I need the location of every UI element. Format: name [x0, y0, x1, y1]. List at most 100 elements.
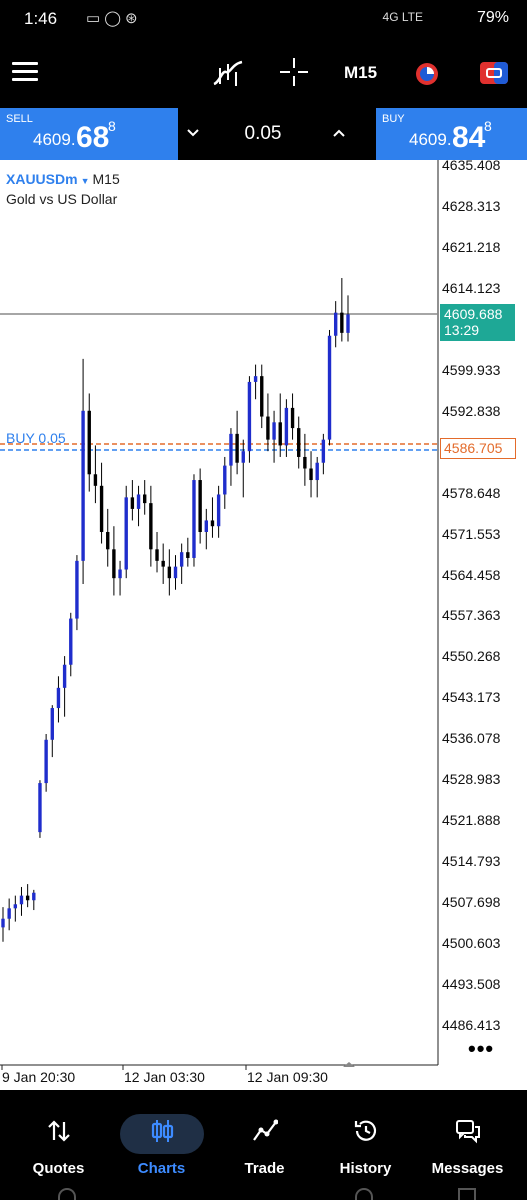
nav-messages[interactable]: Messages [415, 1090, 520, 1190]
status-time: 1:46 [24, 9, 58, 28]
bullish-candle [204, 520, 208, 532]
bullish-candle [118, 569, 122, 579]
buy-price-prefix: 4609. [409, 130, 452, 149]
bearish-candle [143, 494, 147, 504]
buy-price-big: 84 [452, 121, 486, 154]
bullish-candle [321, 439, 326, 463]
nav-quotes[interactable]: Quotes [6, 1090, 111, 1190]
bearish-candle [278, 422, 282, 446]
nav-label: Quotes [32, 1160, 85, 1177]
whatsapp-icon: ◯ [104, 10, 125, 27]
battery-level: 79% [476, 9, 509, 26]
bottom-navigation: Quotes Charts Trade History [0, 1090, 527, 1200]
candlestick-chart[interactable] [0, 160, 527, 1090]
symbol-timeframe: M15 [92, 171, 120, 187]
bearish-candle [112, 549, 116, 579]
network-indicator: 4G LTE [382, 10, 423, 24]
bearish-candle [235, 433, 239, 463]
bullish-candle [1, 918, 5, 928]
charts-icon [151, 1120, 174, 1142]
chevron-up-icon[interactable] [326, 120, 352, 146]
bearish-candle [99, 485, 104, 532]
y-tick-label: 4599.933 [442, 361, 501, 378]
nav-label: History [339, 1160, 392, 1177]
y-tick-label: 4550.268 [442, 648, 501, 665]
buy-button[interactable]: BUY 4609. 84 8 [376, 108, 527, 160]
y-tick-label: 4621.218 [442, 238, 501, 255]
bullish-candle [315, 462, 319, 481]
bearish-candle [130, 497, 135, 509]
timeframe-button[interactable]: M15 [344, 63, 378, 82]
x-tick-label: 12 Jan 03:30 [124, 1069, 205, 1085]
bullish-candle [56, 687, 61, 709]
bullish-candle [32, 892, 36, 901]
bullish-candle [284, 407, 289, 446]
x-tick-label: 12 Jan 09:30 [247, 1069, 328, 1085]
nav-history[interactable]: History [313, 1090, 418, 1190]
bullish-candle [173, 566, 178, 579]
bullish-candle [38, 783, 42, 833]
order-price-tag[interactable]: 4586.705 [440, 438, 516, 459]
bearish-candle [290, 407, 295, 429]
indicators-icon[interactable] [212, 58, 244, 88]
y-tick-label: 4536.078 [442, 730, 501, 747]
y-tick-label: 4571.553 [442, 525, 501, 542]
sell-label: SELL [6, 113, 33, 125]
chevron-down-icon[interactable] [180, 120, 206, 146]
bearish-candle [155, 549, 159, 561]
accessibility-icon: ⊛ [124, 10, 142, 27]
volume-value[interactable]: 0.05 [244, 123, 282, 144]
menu-icon[interactable] [12, 62, 38, 84]
chart-symbol-header[interactable]: XAUUSDm ▼ M15 [6, 171, 120, 187]
y-tick-label: 4557.363 [442, 607, 501, 624]
bearish-candle [25, 895, 30, 901]
bullish-candle [241, 451, 245, 463]
bullish-candle [124, 497, 128, 570]
bullish-candle [75, 560, 79, 619]
bearish-candle [297, 428, 301, 457]
bullish-candle [13, 904, 18, 909]
trade-chart-icon [253, 1119, 278, 1141]
nav-charts[interactable]: Charts [109, 1090, 214, 1190]
more-options-icon[interactable]: ••• [468, 1036, 495, 1061]
y-tick-label: 4614.123 [442, 279, 501, 296]
bearish-candle [260, 376, 264, 417]
bullish-candle [229, 433, 233, 466]
y-tick-label: 4628.313 [442, 197, 501, 214]
y-tick-label: 4578.648 [442, 484, 501, 501]
bullish-candle [333, 312, 338, 336]
nav-label: Charts [137, 1160, 186, 1177]
y-tick-label: 4514.793 [442, 853, 501, 870]
bearish-candle [340, 312, 344, 333]
crosshair-icon[interactable] [280, 58, 308, 86]
bullish-candle [81, 410, 85, 561]
order-line-label[interactable]: BUY 0.05 [6, 430, 66, 446]
bullish-candle [192, 480, 196, 558]
chart-area[interactable]: XAUUSDm ▼ M15 Gold vs US Dollar BUY 0.05 4… [0, 157, 527, 1090]
messages-icon [456, 1120, 480, 1144]
y-tick-label: 4592.838 [442, 402, 501, 419]
y-tick-label: 4521.888 [442, 812, 501, 829]
y-tick-label: 4507.698 [442, 894, 501, 911]
quotes-icon [48, 1120, 70, 1142]
symbol-name[interactable]: XAUUSDm [6, 171, 78, 187]
sell-button[interactable]: SELL 4609. 68 8 [0, 108, 178, 160]
bullish-candle [223, 465, 227, 495]
bearish-candle [161, 560, 165, 567]
bearish-candle [186, 552, 190, 558]
clock-icon[interactable] [413, 60, 441, 88]
bearish-candle [309, 468, 313, 481]
sell-price-sup: 8 [108, 118, 116, 134]
bullish-candle [19, 895, 24, 905]
bullish-candle [216, 494, 221, 527]
nav-trade[interactable]: Trade [212, 1090, 317, 1190]
bullish-candle [136, 494, 141, 509]
y-tick-label: 4564.458 [442, 566, 501, 583]
bullish-candle [247, 381, 252, 452]
message-icon: ▭ [86, 10, 105, 27]
y-tick-label: 4500.603 [442, 935, 501, 952]
bullish-candle [62, 664, 67, 688]
trade-icon[interactable] [480, 62, 508, 84]
symbol-description: Gold vs US Dollar [6, 191, 118, 207]
caret-down-icon[interactable]: ▼ [80, 176, 90, 186]
